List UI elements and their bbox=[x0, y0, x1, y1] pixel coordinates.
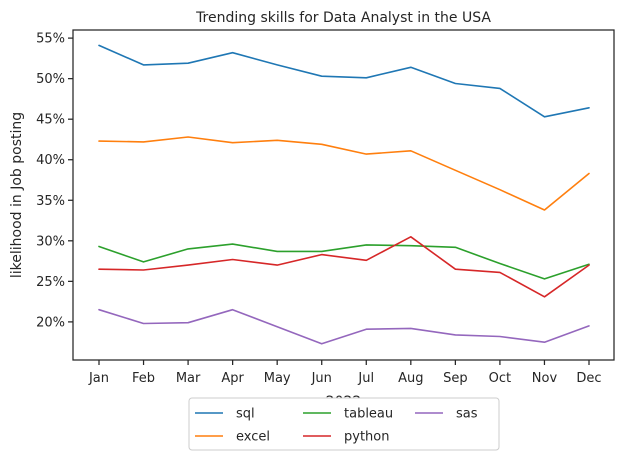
x-tick-label: Apr bbox=[221, 371, 244, 386]
x-tick-label: Jul bbox=[357, 371, 374, 386]
y-tick-label: 20% bbox=[36, 315, 65, 330]
legend-item-python: python bbox=[303, 430, 389, 445]
series-line-tableau bbox=[98, 243, 590, 280]
x-tick-label: Mar bbox=[176, 371, 201, 386]
legend-items: sql excel tableau python sas bbox=[195, 407, 478, 445]
legend-item-excel: excel bbox=[195, 430, 270, 445]
x-tick-label: Feb bbox=[132, 371, 155, 386]
legend-item-tableau: tableau bbox=[303, 407, 393, 422]
x-tick-label: Jan bbox=[88, 371, 109, 386]
x-tick-label: Oct bbox=[489, 371, 511, 386]
series-line-excel bbox=[98, 136, 590, 211]
legend-frame bbox=[188, 397, 500, 451]
legend-label: sql bbox=[236, 407, 255, 422]
y-tick-label: 40% bbox=[36, 153, 65, 168]
y-tick-label: 50% bbox=[36, 72, 65, 87]
x-tick-label: May bbox=[264, 371, 291, 386]
x-axis: Jan Feb Mar Apr May Jun Jul Aug Sep Oct Nov Dec bbox=[88, 360, 602, 386]
y-tick-label: 35% bbox=[36, 194, 65, 209]
legend-label: sas bbox=[456, 407, 478, 422]
y-tick-label: 45% bbox=[36, 113, 65, 128]
x-tick-label: Sep bbox=[443, 371, 468, 386]
y-tick-label: 55% bbox=[36, 32, 65, 47]
chart-title: Trending skills for Data Analyst in the … bbox=[195, 10, 491, 26]
y-tick-label: 30% bbox=[36, 234, 65, 249]
legend-label: python bbox=[344, 430, 389, 445]
series-line-sql bbox=[98, 44, 590, 118]
y-axis-label: likelihood in Job posting bbox=[9, 112, 25, 278]
y-tick-label: 25% bbox=[36, 275, 65, 290]
x-tick-label: Nov bbox=[532, 371, 558, 386]
x-tick-label: Dec bbox=[576, 371, 601, 386]
series-lines bbox=[98, 44, 590, 345]
legend-item-sas: sas bbox=[415, 407, 478, 422]
series-line-sas bbox=[98, 308, 590, 345]
x-tick-label: Jun bbox=[311, 371, 332, 386]
legend-label: excel bbox=[236, 430, 270, 445]
series-line-python bbox=[98, 236, 590, 298]
y-axis: 20% 25% 30% 35% 40% 45% 50% 55% bbox=[36, 32, 73, 330]
plot-area-frame bbox=[72, 29, 615, 361]
legend: sql excel tableau python sas bbox=[188, 397, 500, 451]
legend-item-sql: sql bbox=[195, 407, 255, 422]
legend-label: tableau bbox=[344, 407, 393, 422]
x-tick-label: Aug bbox=[398, 371, 423, 386]
